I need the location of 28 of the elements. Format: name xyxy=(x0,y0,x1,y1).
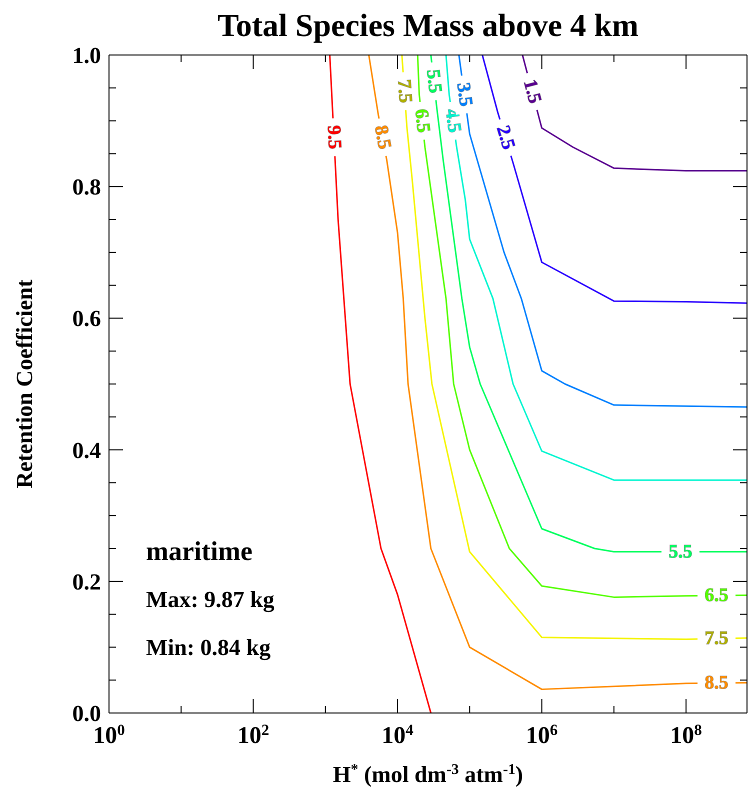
text: 6.5 xyxy=(410,108,434,134)
x-tick-label: 10$^{8}$ xyxy=(670,722,702,749)
text: 4.5 xyxy=(440,108,465,134)
series-label: 8.5 xyxy=(704,672,728,694)
chart-title: Total Species Mass above 4 km xyxy=(217,7,639,43)
text: 2.5 xyxy=(492,123,519,152)
text: 3.5 xyxy=(452,81,476,108)
text: 5.5 xyxy=(668,541,692,562)
y-axis-title: Retention Coefficient xyxy=(12,279,37,488)
y-tick-label: 1.0 xyxy=(72,43,101,68)
y-tick-label: 0.2 xyxy=(72,569,101,594)
text: 1.5 xyxy=(518,77,546,106)
x-axis-title: H$^{*}$ (mol dm$^{-3}$ atm$^{-1}$) xyxy=(332,762,524,787)
text: 8.5 xyxy=(370,124,395,151)
x-tick-label: 10$^{4}$ xyxy=(382,722,414,749)
annotation: maritime xyxy=(146,536,252,566)
x-tick-label: 10$^{6}$ xyxy=(526,722,558,749)
text: 9.5 xyxy=(322,124,346,150)
annotation: Min: 0.84 kg xyxy=(146,635,272,661)
y-tick-label: 0.8 xyxy=(72,174,101,200)
text: 6.5 xyxy=(704,585,728,606)
text: 7.5 xyxy=(393,78,416,104)
text: 7.5 xyxy=(704,628,728,650)
x-tick-label: 10$^{2}$ xyxy=(237,722,270,749)
text: 5.5 xyxy=(422,68,446,94)
y-tick-label: 0.6 xyxy=(72,306,101,332)
y-tick-label: 0.4 xyxy=(72,438,102,463)
annotation: Max: 9.87 kg xyxy=(146,587,275,613)
